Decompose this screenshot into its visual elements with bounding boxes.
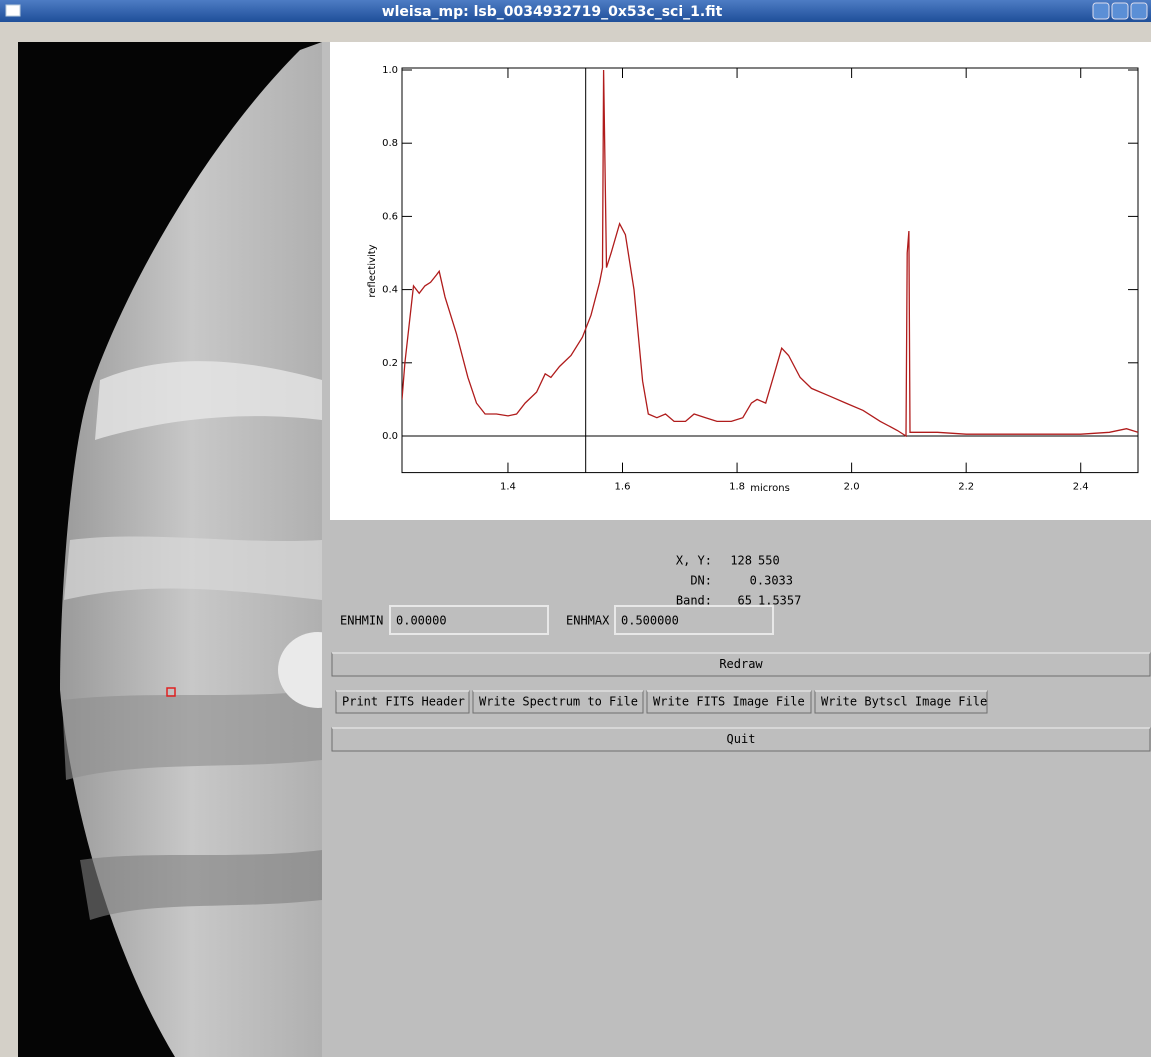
y-tick-label: 0.0: [382, 431, 398, 442]
info-value: 0.3033: [750, 574, 793, 588]
window: wleisa_mp: lsb_0034932719_0x53c_sci_1.fi…: [0, 0, 1151, 1057]
window-menu-icon[interactable]: [6, 5, 20, 16]
x-axis-label: microns: [750, 483, 790, 494]
field-value: 0.500000: [621, 614, 679, 628]
button-label: Print FITS Header: [342, 695, 465, 709]
maximize-button[interactable]: [1112, 3, 1128, 19]
button-label: Write Spectrum to File: [479, 695, 638, 709]
image-view[interactable]: [18, 42, 358, 1057]
info-value: 550: [758, 554, 780, 568]
field-label: ENHMIN: [340, 614, 383, 628]
y-tick-label: 0.4: [382, 285, 398, 296]
minimize-button[interactable]: [1093, 3, 1109, 19]
x-tick-label: 2.2: [958, 482, 974, 493]
y-axis-label: reflectivity: [367, 244, 378, 297]
y-tick-label: 1.0: [382, 65, 398, 76]
info-value: 128: [730, 554, 752, 568]
button-label: Write FITS Image File: [653, 695, 805, 709]
y-tick-label: 0.6: [382, 211, 398, 222]
x-tick-label: 1.4: [500, 482, 516, 493]
window-title: wleisa_mp: lsb_0034932719_0x53c_sci_1.fi…: [382, 4, 723, 20]
y-tick-label: 0.8: [382, 138, 398, 149]
button-label: Redraw: [719, 657, 763, 671]
button-label: Quit: [727, 732, 756, 746]
x-tick-label: 1.6: [615, 482, 631, 493]
x-tick-label: 2.0: [844, 482, 860, 493]
close-button[interactable]: [1131, 3, 1147, 19]
x-tick-label: 1.8: [729, 482, 745, 493]
y-tick-label: 0.2: [382, 358, 398, 369]
x-tick-label: 2.4: [1073, 482, 1089, 493]
button-label: Write Bytscl Image File: [821, 695, 987, 709]
info-label: DN:: [690, 574, 712, 588]
plot-window: [330, 42, 1151, 520]
field-label: ENHMAX: [566, 614, 610, 628]
field-value: 0.00000: [396, 614, 447, 628]
info-label: X, Y:: [676, 554, 712, 568]
